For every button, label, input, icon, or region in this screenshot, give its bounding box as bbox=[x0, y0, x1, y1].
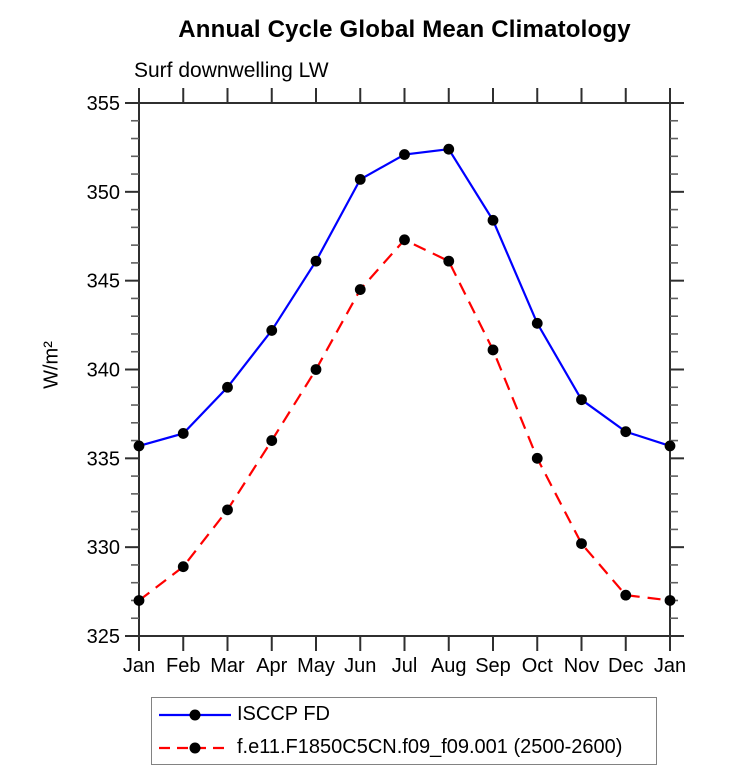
x-tick-label: Nov bbox=[564, 655, 600, 677]
chart-title: Annual Cycle Global Mean Climatology bbox=[178, 16, 631, 43]
x-tick-label: Aug bbox=[431, 655, 467, 677]
legend-label: ISCCP FD bbox=[237, 703, 330, 725]
x-tick-label: Oct bbox=[522, 655, 554, 677]
x-tick-label: Apr bbox=[256, 655, 287, 677]
data-point-marker bbox=[576, 394, 587, 406]
data-point-marker bbox=[354, 284, 366, 295]
data-point-marker bbox=[133, 440, 145, 452]
data-point-marker bbox=[133, 595, 145, 606]
data-point-marker bbox=[354, 173, 366, 185]
x-tick-label: Dec bbox=[608, 655, 644, 677]
y-tick-label: 345 bbox=[87, 271, 120, 293]
legend-line-sample bbox=[159, 709, 231, 720]
data-point-marker bbox=[620, 589, 632, 601]
y-tick-label: 325 bbox=[87, 626, 120, 648]
x-tick-label: Sep bbox=[475, 655, 511, 677]
data-point-marker bbox=[266, 325, 278, 336]
data-point-marker bbox=[487, 344, 499, 356]
y-tick-label: 335 bbox=[87, 448, 120, 470]
y-tick-label: 340 bbox=[87, 360, 120, 382]
x-tick-label: May bbox=[297, 655, 335, 677]
x-tick-label: Feb bbox=[166, 655, 200, 677]
data-point-marker bbox=[443, 143, 455, 155]
chart-subtitle: Surf downwelling LW bbox=[134, 59, 329, 82]
y-tick-label: 350 bbox=[87, 182, 120, 204]
x-tick-label: Jun bbox=[344, 655, 376, 677]
data-point-marker bbox=[531, 317, 543, 329]
data-point-marker bbox=[177, 561, 189, 573]
legend-series-marker-icon bbox=[189, 742, 201, 753]
x-tick-label: Jan bbox=[654, 655, 686, 677]
data-point-marker bbox=[222, 504, 233, 516]
legend-row: ISCCP FD bbox=[152, 698, 656, 731]
y-tick-label: 355 bbox=[87, 93, 120, 115]
data-point-marker bbox=[664, 440, 676, 452]
legend-label: f.e11.F1850C5CN.f09_f09.001 (2500-2600) bbox=[237, 736, 623, 758]
data-point-marker bbox=[399, 149, 410, 160]
data-point-marker bbox=[266, 435, 278, 446]
data-point-marker bbox=[487, 214, 499, 226]
data-point-marker bbox=[443, 255, 455, 267]
x-tick-label: Mar bbox=[210, 655, 245, 677]
data-point-marker bbox=[310, 255, 322, 267]
x-tick-label: Jan bbox=[123, 655, 155, 677]
x-tick-label: Jul bbox=[392, 655, 418, 677]
legend-box: ISCCP FD f.e11.F1850C5CN.f09_f09.001 (25… bbox=[151, 697, 657, 765]
series-line-1 bbox=[138, 238, 671, 602]
y-axis-label: W/m² bbox=[40, 341, 63, 389]
y-tick-label: 330 bbox=[87, 537, 120, 559]
legend-series-marker-icon bbox=[189, 709, 201, 720]
data-point-marker bbox=[177, 428, 189, 439]
legend-row: f.e11.F1850C5CN.f09_f09.001 (2500-2600) bbox=[152, 731, 656, 764]
data-point-marker bbox=[531, 452, 543, 464]
legend-line-sample bbox=[159, 742, 231, 753]
plot-frame bbox=[138, 102, 671, 637]
data-point-marker bbox=[222, 381, 233, 393]
data-point-marker bbox=[399, 234, 410, 246]
data-point-marker bbox=[620, 426, 632, 438]
data-point-marker bbox=[576, 538, 587, 550]
series-line-0 bbox=[138, 148, 671, 447]
data-point-marker bbox=[664, 595, 676, 606]
data-point-marker bbox=[310, 364, 322, 375]
